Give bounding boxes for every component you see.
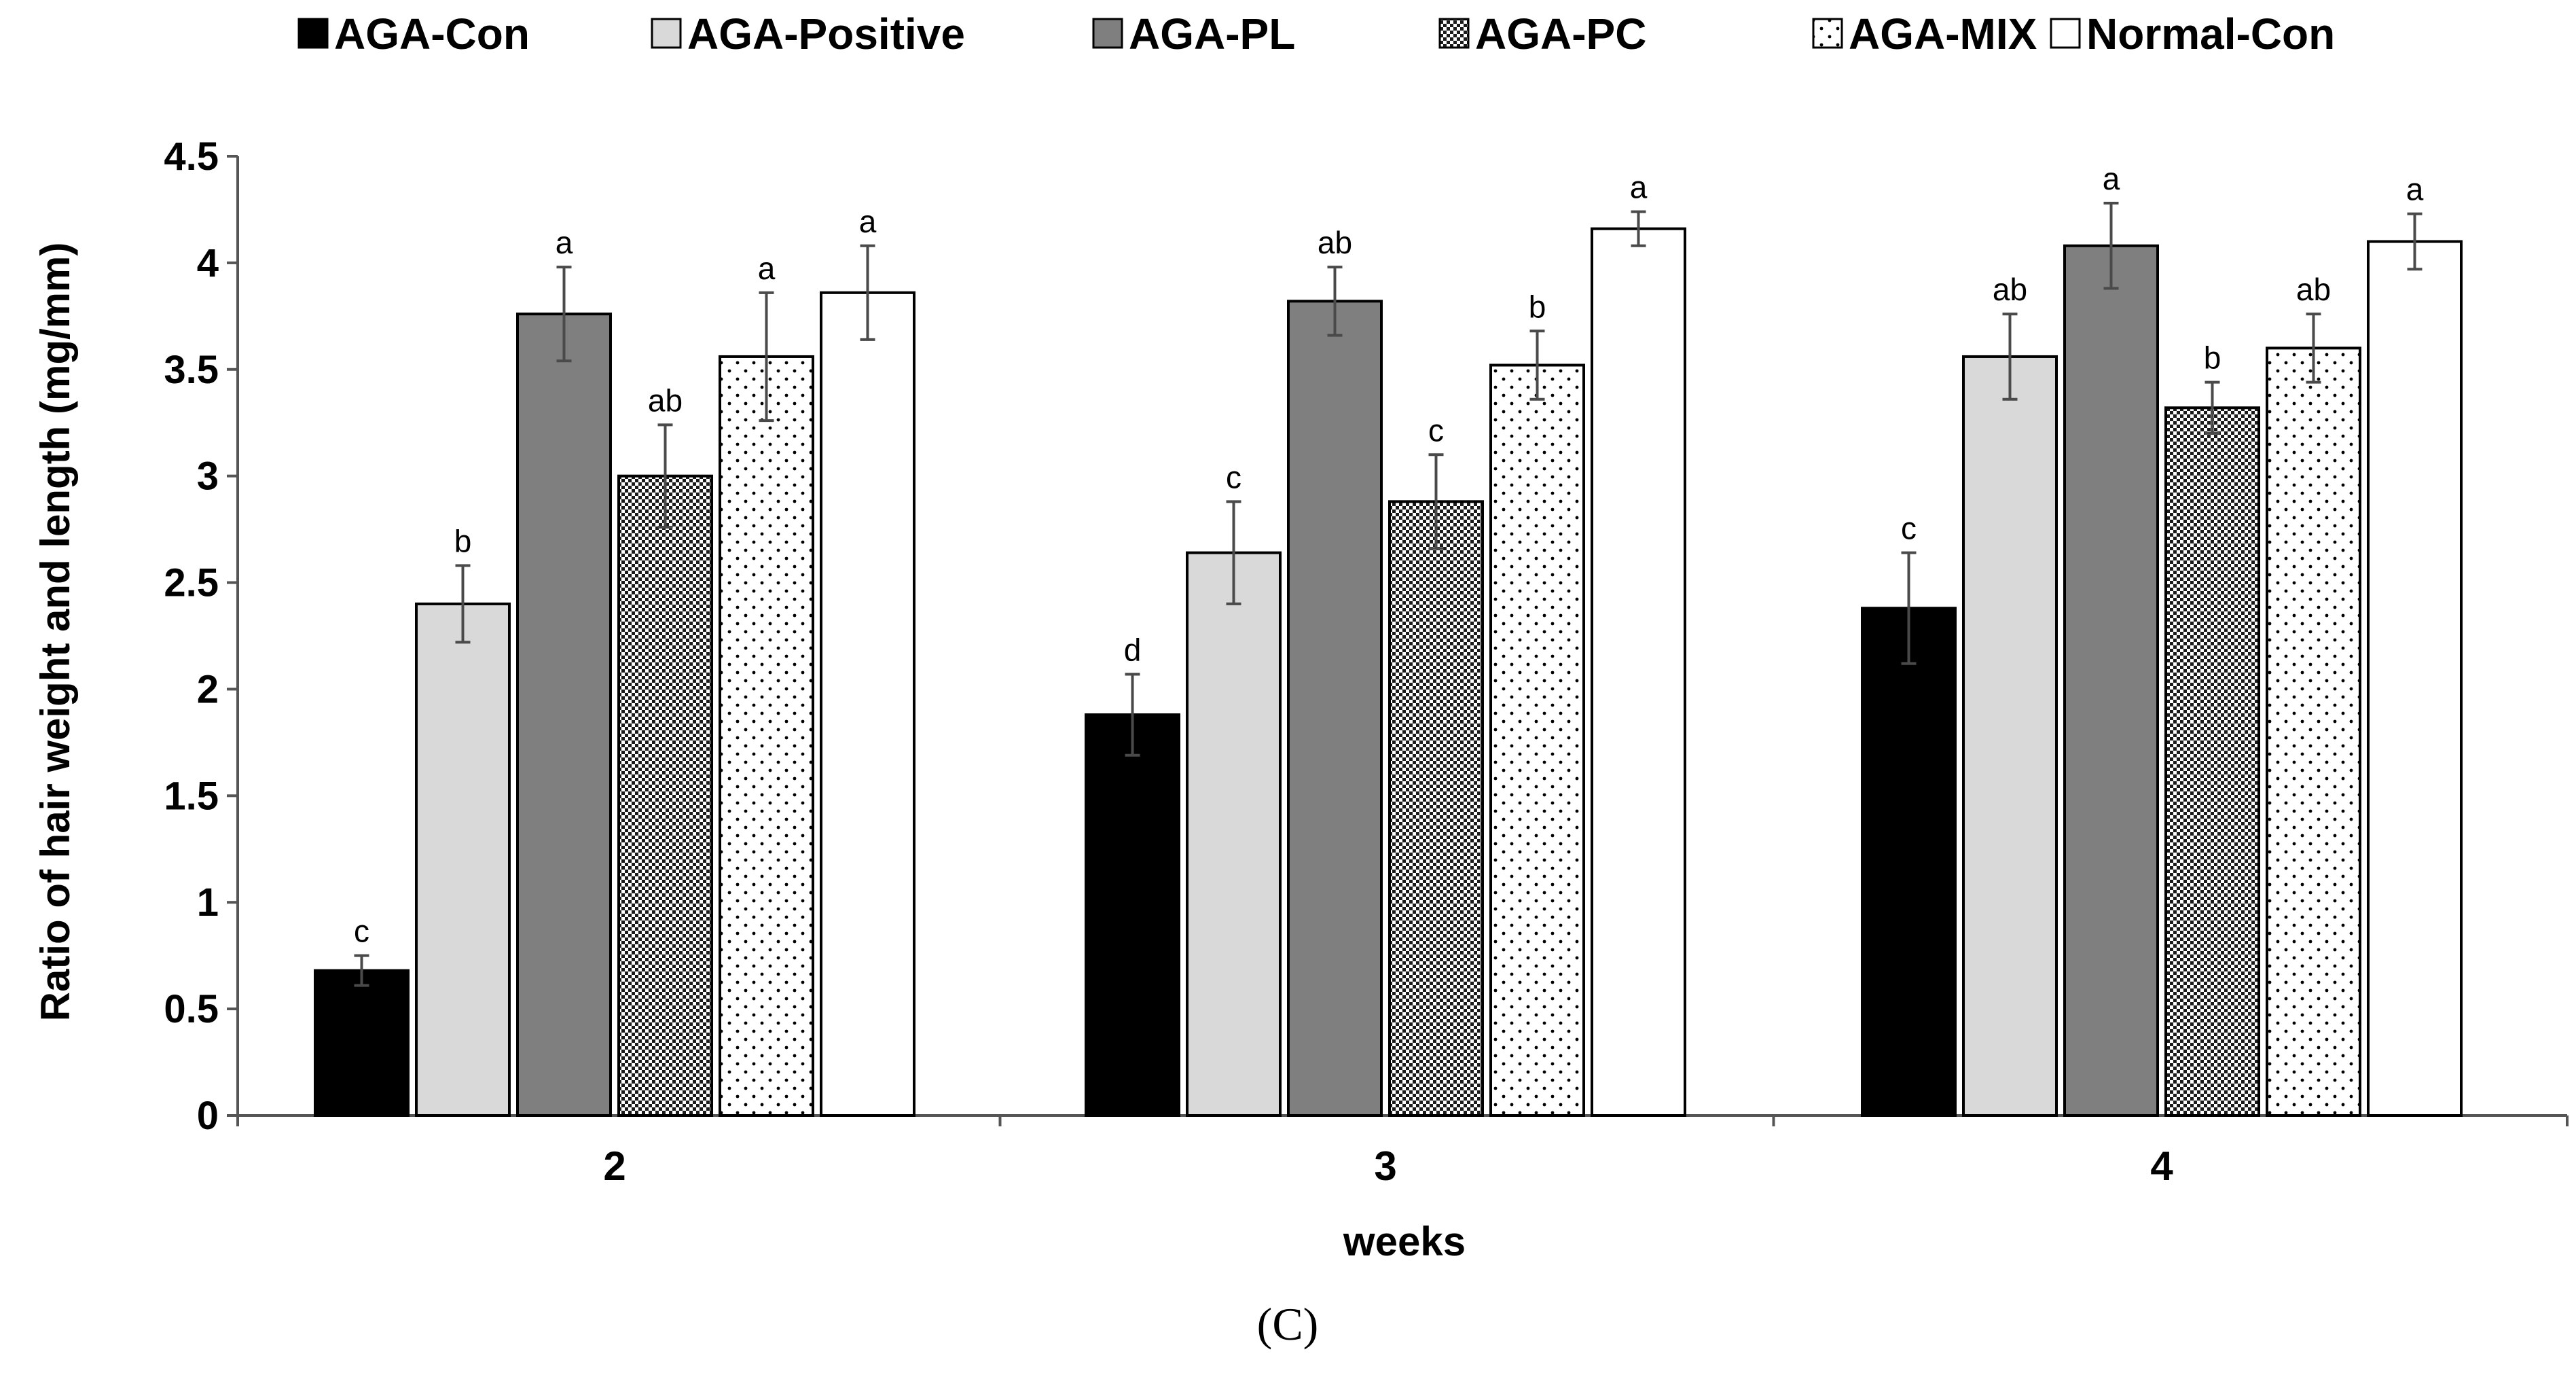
y-tick-label: 4.5 — [164, 135, 219, 179]
bar — [1085, 713, 1180, 1117]
bar — [1962, 355, 2058, 1117]
legend-swatch — [1092, 18, 1123, 49]
y-axis-title: Ratio of hair weight and length (mg/mm) — [33, 243, 78, 1022]
bar — [1591, 227, 1686, 1117]
significance-label: c — [1901, 511, 1917, 546]
bar — [719, 355, 814, 1117]
legend-label: Normal-Con — [2086, 10, 2335, 58]
legend-swatch — [651, 18, 682, 49]
legend-label: AGA-PC — [1475, 10, 1646, 58]
significance-label: a — [2103, 161, 2120, 196]
x-tick-label: 2 — [603, 1143, 625, 1189]
x-axis-title: weeks — [1343, 1219, 1466, 1264]
bar — [516, 312, 612, 1117]
bar — [1287, 300, 1383, 1117]
y-tick-label: 2.5 — [164, 561, 219, 605]
significance-label: d — [1124, 632, 1142, 667]
bar — [2063, 244, 2159, 1118]
significance-label: ab — [648, 382, 683, 418]
bar — [1861, 607, 1957, 1117]
significance-label: ab — [2296, 272, 2331, 307]
panel-label: (C) — [1257, 1298, 1319, 1350]
significance-label: b — [454, 523, 472, 558]
legend-label: AGA-Con — [334, 10, 530, 58]
x-tick-label: 4 — [2150, 1143, 2173, 1189]
bar — [2367, 240, 2463, 1117]
y-tick-label: 4 — [197, 241, 219, 285]
legend-swatch — [2050, 18, 2081, 49]
significance-label: a — [1630, 170, 1648, 205]
significance-label: a — [859, 204, 877, 239]
y-tick-label: 3.5 — [164, 348, 219, 392]
y-tick-label: 2 — [197, 667, 219, 711]
significance-label: ab — [1318, 225, 1352, 260]
legend-label: AGA-Positive — [687, 10, 965, 58]
legend-swatch — [1812, 18, 1843, 49]
bar — [2266, 346, 2361, 1117]
bar — [314, 969, 410, 1117]
bar — [617, 474, 713, 1117]
y-tick-label: 0.5 — [164, 987, 219, 1031]
legend-label: AGA-PL — [1129, 10, 1295, 58]
legend-swatch — [1438, 18, 1470, 49]
significance-label: ab — [1993, 272, 2027, 307]
significance-label: a — [758, 251, 776, 286]
significance-label: c — [1226, 459, 1241, 495]
significance-label: b — [2204, 340, 2221, 376]
significance-label: c — [1428, 412, 1444, 448]
legend: AGA-Con AGA-Positive AGA-PL AGA-PC AGA-MIX No… — [297, 10, 2335, 58]
significance-label: a — [556, 225, 573, 260]
significance-label: c — [354, 914, 369, 949]
y-tick-label: 1.5 — [164, 774, 219, 818]
bar — [415, 602, 511, 1117]
bar — [2164, 406, 2260, 1117]
y-tick-label: 3 — [197, 454, 219, 499]
bar — [1489, 363, 1585, 1117]
bar — [1388, 500, 1484, 1117]
bar — [820, 291, 915, 1118]
legend-swatch — [297, 18, 329, 49]
significance-label: a — [2406, 172, 2424, 207]
y-tick-label: 1 — [197, 880, 219, 925]
significance-label: b — [1529, 289, 1546, 324]
legend-label: AGA-MIX — [1849, 10, 2037, 58]
x-tick-label: 3 — [1374, 1143, 1396, 1189]
bar — [1186, 551, 1282, 1117]
y-tick-label: 0 — [197, 1094, 219, 1138]
